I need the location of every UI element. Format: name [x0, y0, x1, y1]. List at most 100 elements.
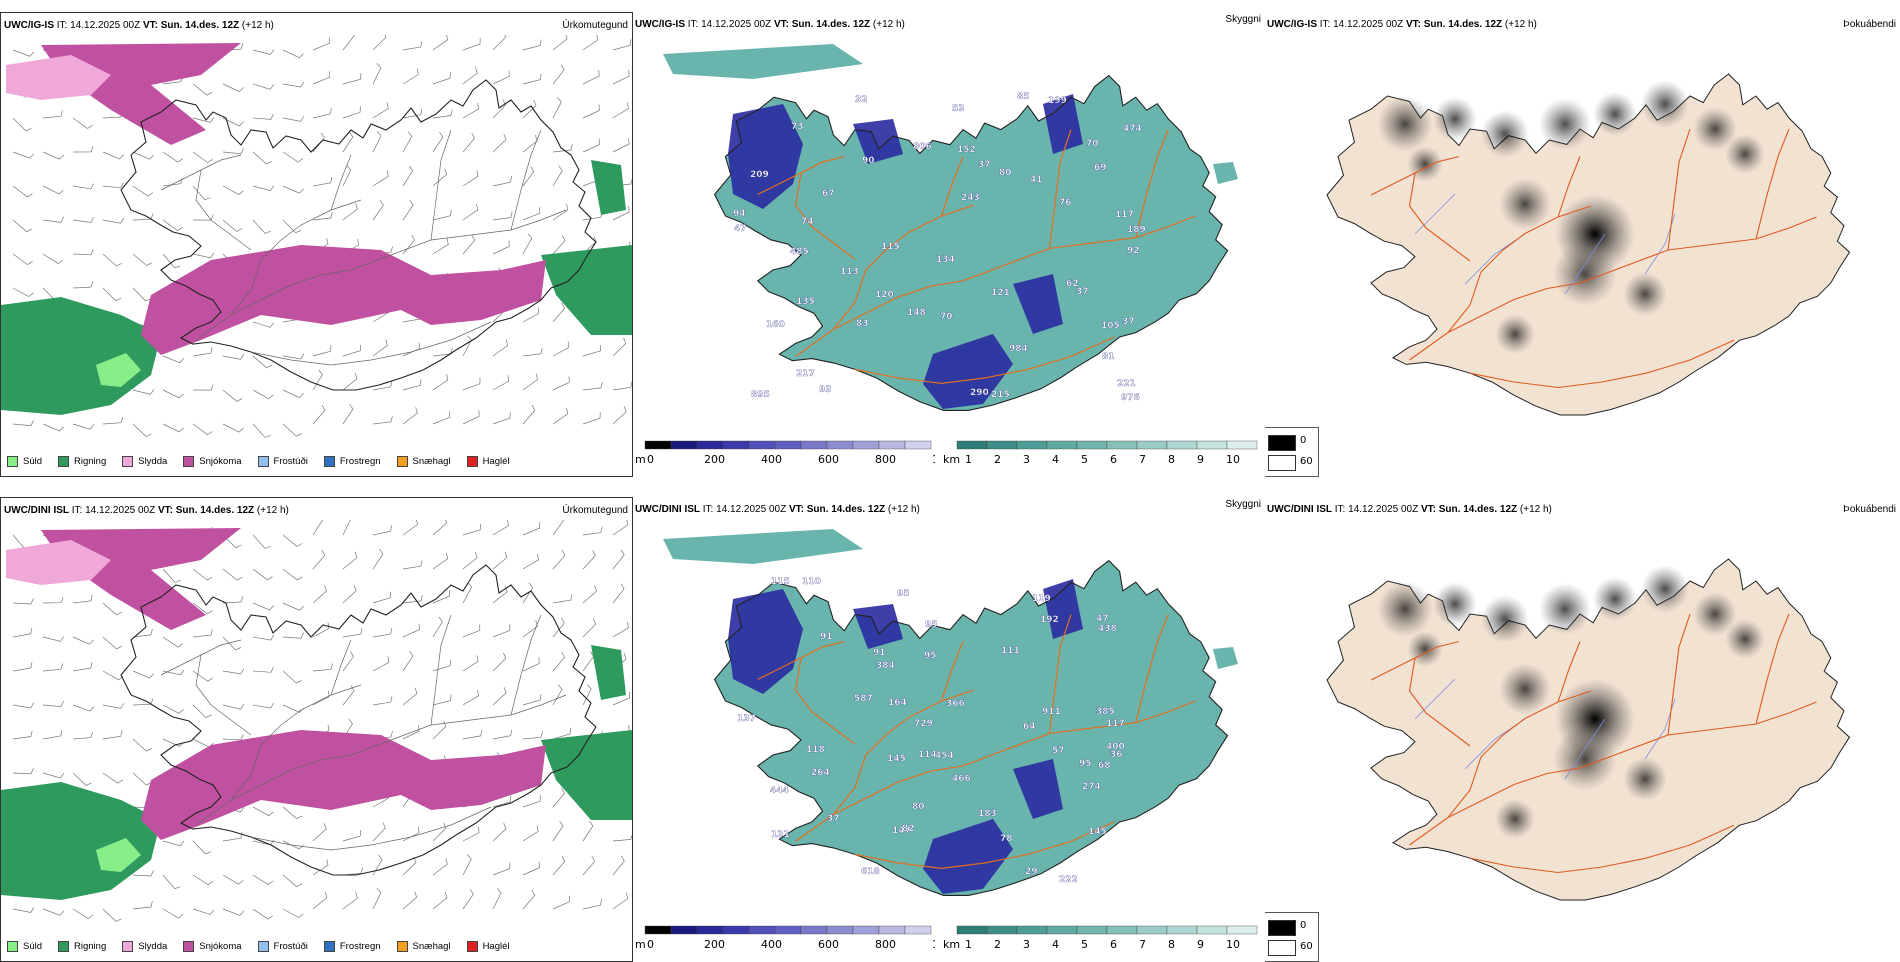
legend-item-0: Súld [7, 456, 42, 467]
wind-barb [312, 859, 329, 876]
fog-shade-blob [1499, 178, 1551, 230]
wind-barb [282, 389, 304, 399]
scale-m-tick: 200 [704, 938, 725, 951]
road-network [160, 129, 567, 366]
wind-barb [462, 67, 478, 85]
wind-barb [282, 874, 303, 888]
fog-shade-blob [1481, 595, 1529, 643]
vt-label: VT: [788, 504, 804, 515]
ceiling-label: 93 [819, 385, 832, 395]
legend-label: Frostregn [339, 941, 381, 952]
fog-legend-max: 60 [1300, 456, 1313, 467]
legend-item-6: Snæhagl [396, 941, 451, 952]
ceiling-label: 80 [912, 802, 925, 812]
wind-barb [432, 209, 452, 221]
it-value: 14.12.2025 00Z [85, 505, 156, 516]
scale-km-cell [956, 440, 988, 450]
scale-m-tick: 400 [761, 453, 782, 466]
wind-barb [102, 182, 124, 189]
ceiling-label: 454 [935, 751, 954, 761]
wind-barb [72, 908, 94, 920]
wind-barb [372, 380, 393, 391]
scale-km-cell [1136, 925, 1168, 935]
wind-barb [402, 891, 418, 910]
fog-shade-blob [1481, 110, 1529, 158]
wind-barb [372, 131, 382, 153]
wind-barb [402, 856, 417, 876]
ceiling-label: 94 [733, 209, 746, 219]
scale-m-tick: 600 [818, 938, 839, 951]
ceiling-label: 36 [1110, 750, 1123, 760]
legend-item-4: Frostúði [257, 941, 308, 952]
scale-km-tick: 10 [1226, 938, 1240, 951]
road-network [160, 614, 567, 851]
wind-barb [12, 219, 33, 233]
wind-barb [282, 219, 302, 234]
wind-barb [552, 64, 565, 85]
ceiling-label: 911 [1042, 707, 1061, 717]
wind-barb [462, 377, 481, 391]
ceiling-label: 80 [999, 168, 1012, 178]
wind-barb [432, 35, 449, 51]
wind-barb [42, 663, 63, 672]
wind-barb [192, 347, 213, 357]
legend-swatch [122, 941, 134, 952]
legend-item-5: Frostregn [323, 456, 381, 467]
legend-swatch [257, 941, 269, 952]
wind-barb [42, 216, 65, 223]
drizzle-area [96, 353, 141, 387]
scale-km-unit: km [943, 938, 960, 951]
wind-barb [312, 369, 323, 391]
model-name: UWC/IG-IS [1267, 19, 1317, 30]
ceiling-label: 160 [766, 320, 785, 330]
wind-barb [12, 907, 35, 913]
ceiling-label: 137 [737, 714, 756, 724]
vt-label: VT: [1405, 19, 1421, 30]
fog-shade-blob [1593, 92, 1637, 136]
ceiling-label: 215 [991, 390, 1010, 400]
wind-barb [342, 73, 362, 85]
wind-barb [372, 696, 393, 706]
wind-barb [582, 138, 600, 153]
wind-barb [552, 727, 572, 740]
wind-barb [462, 582, 473, 604]
ceiling-label: 119 [1032, 594, 1051, 604]
wind-barb [552, 302, 566, 323]
wind-barb [342, 585, 357, 604]
wind-barb [132, 151, 154, 160]
wind-barb [522, 166, 535, 187]
ceiling-label: 64 [1023, 722, 1036, 732]
ceiling-label: 95 [897, 589, 910, 599]
wind-barb [492, 624, 511, 638]
wind-barb [12, 420, 34, 427]
wind-barb [402, 724, 420, 740]
wind-barb [252, 83, 275, 90]
road-network [757, 614, 1196, 870]
wind-barb [522, 861, 540, 876]
legend-swatch [7, 456, 18, 467]
wind-barb [402, 200, 414, 221]
wind-barb [492, 520, 509, 536]
lead-time: (+12 h) [887, 504, 920, 515]
ceiling-label: 134 [936, 255, 955, 265]
lead-time: (+12 h) [1519, 504, 1552, 515]
wind-barb [402, 560, 423, 570]
wind-barb [12, 49, 35, 57]
wind-barb [372, 339, 388, 357]
wind-barb [402, 826, 420, 842]
ceiling-label: 221 [1117, 379, 1136, 389]
wind-barb [522, 233, 533, 255]
wind-barb [132, 253, 153, 267]
wind-barb [432, 168, 448, 187]
wind-barb [102, 602, 122, 616]
wind-barb [162, 568, 181, 583]
ceiling-label: 131 [771, 830, 790, 840]
wind-barb [372, 854, 383, 876]
scale-km-cell [1106, 925, 1138, 935]
wind-barb [222, 874, 244, 885]
scale-km-cell [1226, 925, 1258, 935]
road-network [1370, 128, 1817, 389]
wind-barb [192, 384, 214, 391]
wind-barb [72, 281, 94, 289]
wind-barb [612, 892, 629, 910]
